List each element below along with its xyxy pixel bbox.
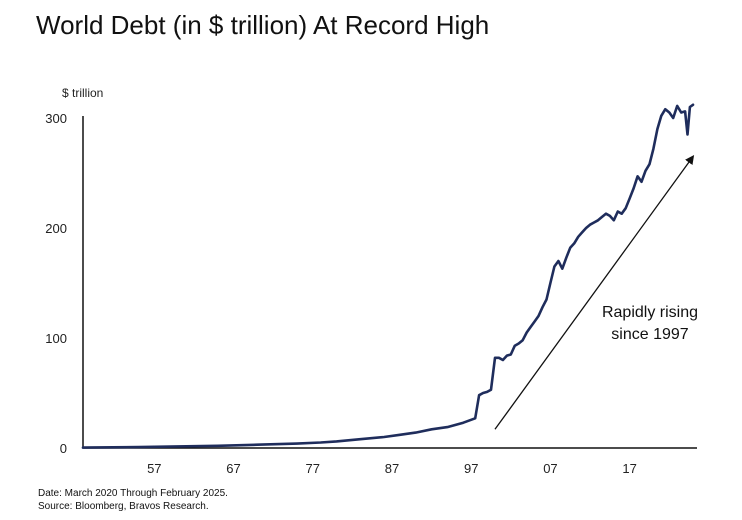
y-tick-label: 0 xyxy=(60,441,67,456)
x-tick-labels: 57 67 77 87 97 07 17 xyxy=(147,461,637,476)
x-tick-label: 07 xyxy=(543,461,557,476)
x-tick-label: 57 xyxy=(147,461,161,476)
y-tick-label: 100 xyxy=(45,331,67,346)
chart-axes: $ trillion xyxy=(62,86,697,449)
annotation-text-line: since 1997 xyxy=(611,326,688,343)
x-tick-label: 97 xyxy=(464,461,478,476)
x-tick-label: 77 xyxy=(306,461,320,476)
chart-footer: Date: March 2020 Through February 2025. … xyxy=(38,487,228,513)
x-tick-label: 87 xyxy=(385,461,399,476)
annotation-text: Rapidly rising since 1997 xyxy=(602,304,698,343)
x-tick-label: 17 xyxy=(622,461,636,476)
annotation-arrow xyxy=(494,155,695,430)
y-axis-unit-label: $ trillion xyxy=(62,86,103,100)
annotation-text-line: Rapidly rising xyxy=(602,304,698,321)
series-line xyxy=(81,103,695,449)
y-tick-label: 200 xyxy=(45,221,67,236)
y-tick-labels: 0 100 200 300 xyxy=(45,111,67,456)
series-group xyxy=(81,103,695,449)
annotation-group: Rapidly rising since 1997 xyxy=(494,155,698,430)
y-tick-label: 300 xyxy=(45,111,67,126)
line-chart: $ trillion 0 100 200 300 57 67 77 87 97 07 17 Rap… xyxy=(45,86,698,476)
footer-date-note: Date: March 2020 Through February 2025. xyxy=(38,488,228,499)
x-tick-label: 67 xyxy=(226,461,240,476)
chart-title: World Debt (in $ trillion) At Record Hig… xyxy=(36,10,490,40)
footer-source-note: Source: Bloomberg, Bravos Research. xyxy=(38,501,209,512)
